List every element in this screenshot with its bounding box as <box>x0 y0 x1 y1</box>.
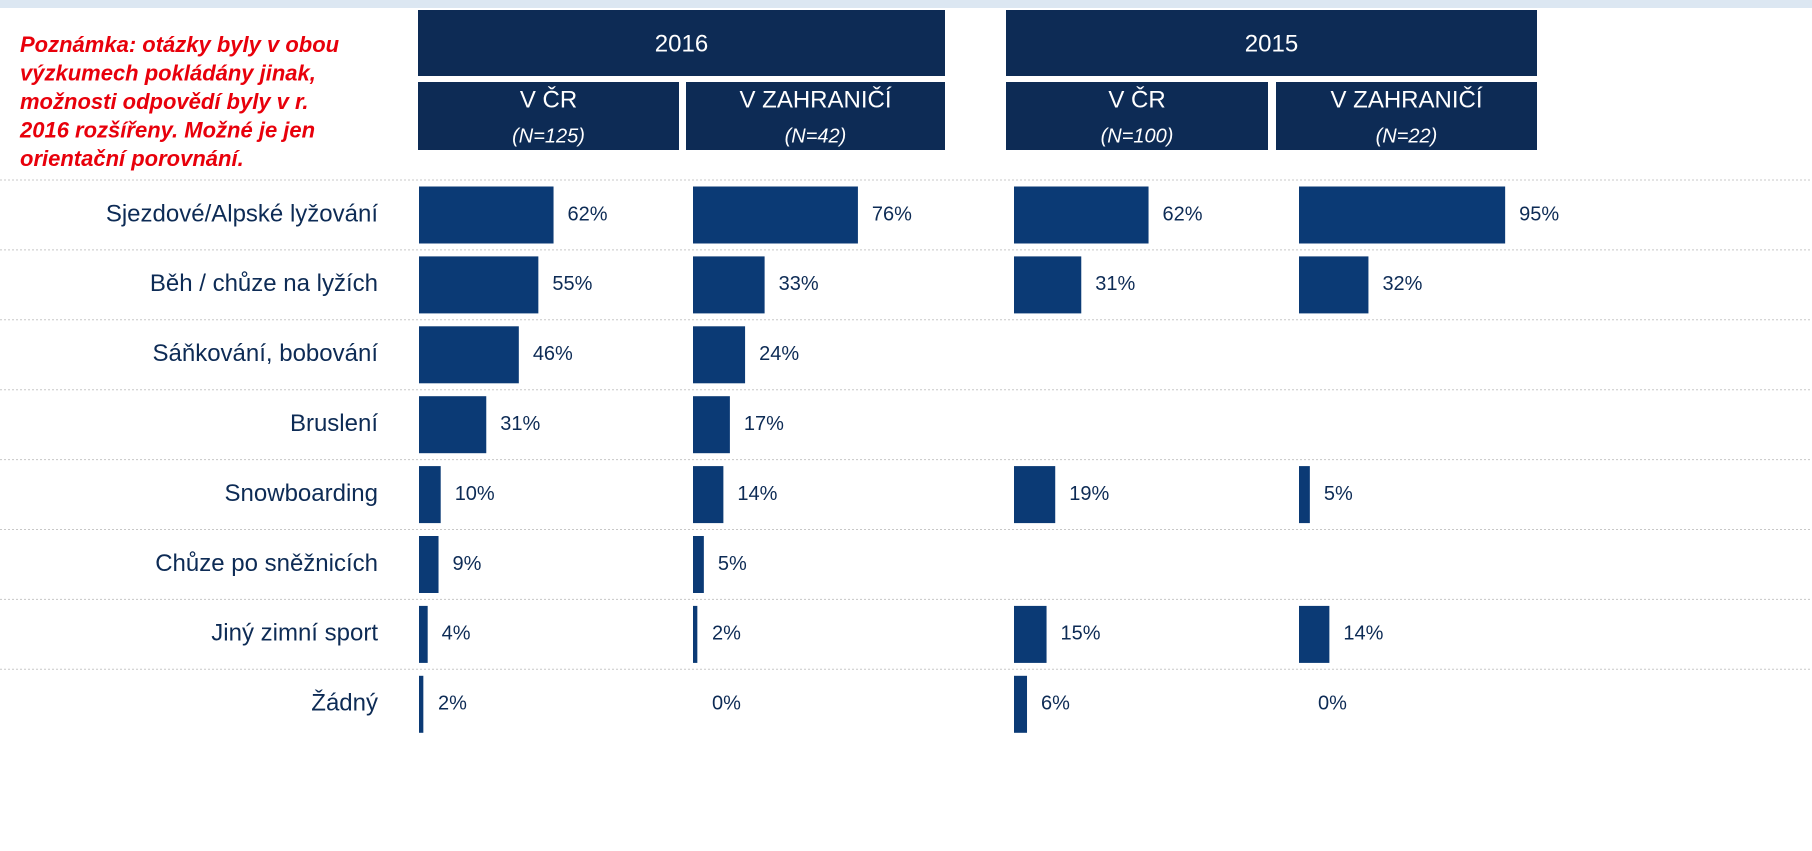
panel-subtitle: (N=100) <box>1101 125 1174 147</box>
value-label: 14% <box>1343 623 1383 645</box>
bar <box>419 396 487 454</box>
group-header <box>1006 10 1537 76</box>
category-label: Sáňkování, bobování <box>152 340 378 367</box>
panel-subtitle: (N=125) <box>512 125 585 147</box>
bar <box>419 605 428 663</box>
category-label: Snowboarding <box>225 480 378 507</box>
panel-title: V ČR <box>1108 85 1165 113</box>
value-label: 6% <box>1041 693 1070 715</box>
panel-header <box>1006 82 1268 150</box>
bar <box>693 186 858 244</box>
panel-title: V ZAHRANIČÍ <box>739 85 891 113</box>
category-label: Běh / chůze na lyžích <box>150 270 378 297</box>
bar <box>419 466 441 524</box>
category-label: Chůze po sněžnicích <box>155 550 378 577</box>
note-line: možnosti odpovědí byly v r. <box>20 89 309 114</box>
note-line: orientační porovnání. <box>20 146 244 171</box>
value-label: 31% <box>500 413 540 435</box>
value-label: 10% <box>455 483 495 505</box>
bar <box>693 605 698 663</box>
group-title: 2015 <box>1245 30 1298 57</box>
value-label: 55% <box>552 273 592 295</box>
value-label: 19% <box>1069 483 1109 505</box>
value-label: 95% <box>1519 203 1559 225</box>
bar <box>693 396 730 454</box>
note-line: 2016 rozšířeny. Možné je jen <box>19 117 315 142</box>
value-label: 32% <box>1382 273 1422 295</box>
bar <box>1299 605 1330 663</box>
value-label: 0% <box>1318 693 1347 715</box>
bar <box>1299 466 1310 524</box>
bar <box>419 186 554 244</box>
bar <box>693 466 724 524</box>
bar <box>419 675 424 733</box>
bar <box>419 256 539 314</box>
value-label: 76% <box>872 203 912 225</box>
value-label: 31% <box>1095 273 1135 295</box>
bar <box>1014 256 1082 314</box>
panel-header <box>418 82 679 150</box>
value-label: 2% <box>438 693 467 715</box>
bar <box>693 536 704 593</box>
bar <box>419 326 519 384</box>
value-label: 33% <box>779 273 819 295</box>
value-label: 62% <box>568 203 608 225</box>
note-line: výzkumech pokládány jinak, <box>20 60 316 85</box>
panel-title: V ZAHRANIČÍ <box>1330 85 1482 113</box>
panel-header <box>1276 82 1537 150</box>
bar <box>1299 186 1506 244</box>
bar <box>693 256 765 314</box>
value-label: 5% <box>718 553 747 575</box>
category-label: Jiný zimní sport <box>211 620 378 647</box>
bar <box>1299 256 1369 314</box>
bar <box>1014 605 1047 663</box>
bar <box>1014 466 1056 524</box>
value-label: 15% <box>1061 623 1101 645</box>
value-label: 4% <box>442 623 471 645</box>
note-line: Poznámka: otázky byly v obou <box>20 32 340 57</box>
group-header <box>418 10 945 76</box>
top-band <box>0 0 1812 8</box>
value-label: 0% <box>712 693 741 715</box>
value-label: 24% <box>759 343 799 365</box>
value-label: 5% <box>1324 483 1353 505</box>
bar <box>693 326 746 384</box>
value-label: 9% <box>453 553 482 575</box>
value-label: 2% <box>712 623 741 645</box>
category-label: Bruslení <box>290 410 378 437</box>
bar <box>1014 186 1149 244</box>
value-label: 46% <box>533 343 573 365</box>
category-label: Žádný <box>311 690 378 717</box>
panel-subtitle: (N=42) <box>785 125 847 147</box>
category-label: Sjezdové/Alpské lyžování <box>106 200 378 227</box>
group-title: 2016 <box>655 30 708 57</box>
bar <box>1014 675 1028 733</box>
panel-title: V ČR <box>520 85 577 113</box>
bar <box>419 536 439 593</box>
value-label: 17% <box>744 413 784 435</box>
panel-header <box>686 82 945 150</box>
value-label: 14% <box>737 483 777 505</box>
panel-subtitle: (N=22) <box>1376 125 1438 147</box>
value-label: 62% <box>1163 203 1203 225</box>
